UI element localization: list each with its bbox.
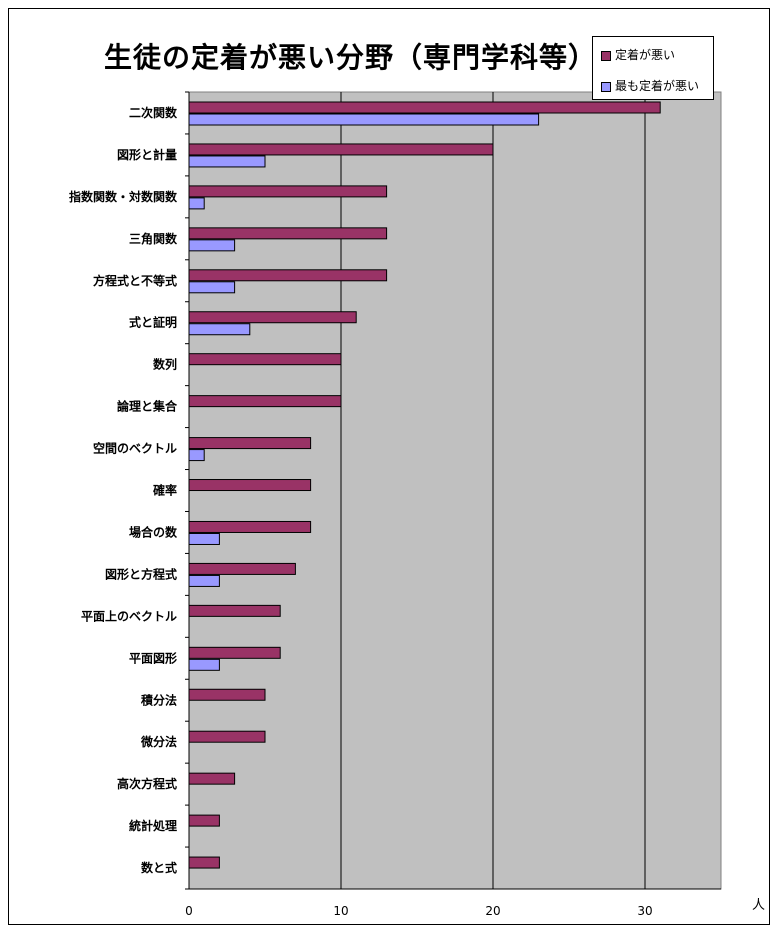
bar-series-1: [188, 814, 220, 827]
bar-series-2: [188, 574, 220, 587]
x-tick-label: 30: [637, 904, 652, 918]
legend-swatch: [601, 81, 611, 92]
y-tick-label: 方程式と不等式: [93, 273, 177, 288]
y-tick-label: 場合の数: [129, 524, 178, 539]
bar-series-2: [188, 113, 540, 126]
y-tick-label: 確率: [153, 483, 177, 498]
bar-series-1: [188, 227, 388, 240]
bar-series-1: [188, 604, 281, 617]
legend-item-series-2: 最も定着が悪い: [601, 77, 699, 94]
bar-series-1: [188, 395, 342, 408]
bar-series-2: [188, 658, 220, 671]
y-tick-label: 図形と方程式: [105, 566, 177, 581]
bar-series-2: [188, 449, 205, 462]
bar-series-1: [188, 143, 494, 156]
bar-series-1: [188, 520, 312, 533]
bar-series-2: [188, 323, 251, 336]
legend: 定着が悪い 最も定着が悪い: [592, 36, 714, 100]
bar-series-1: [188, 101, 661, 114]
legend-label: 定着が悪い: [615, 48, 676, 62]
bar-series-1: [188, 437, 312, 450]
y-tick-label: 三角関数: [129, 231, 178, 246]
y-tick-label: 微分法: [140, 734, 177, 749]
y-tick-label: 数列: [153, 357, 177, 372]
bar-series-1: [188, 353, 342, 366]
bar-series-2: [188, 532, 220, 545]
y-tick-label: 平面上のベクトル: [81, 608, 177, 623]
bar-series-2: [188, 155, 266, 168]
legend-label: 最も定着が悪い: [615, 79, 700, 93]
y-tick-label: 空間のベクトル: [93, 441, 177, 456]
x-tick-label: 0: [185, 904, 193, 918]
bar-series-1: [188, 772, 236, 785]
x-axis-unit-label: 人: [752, 898, 766, 913]
chart-title: 生徒の定着が悪い分野（専門学科等）: [104, 41, 598, 74]
bar-series-1: [188, 479, 312, 492]
bar-series-1: [188, 562, 296, 575]
y-tick-label: 図形と計量: [117, 147, 177, 162]
legend-item-series-1: 定着が悪い: [601, 46, 675, 63]
bar-series-1: [188, 311, 357, 324]
y-tick-label: 統計処理: [129, 818, 177, 833]
y-tick-label: 指数関数・対数関数: [69, 189, 178, 204]
x-tick-label: 20: [485, 904, 500, 918]
bar-series-1: [188, 730, 266, 743]
bar-series-2: [188, 281, 236, 294]
legend-swatch: [601, 50, 611, 61]
y-tick-label: 高次方程式: [117, 776, 177, 791]
y-tick-label: 論理と集合: [117, 399, 178, 414]
bar-series-1: [188, 856, 220, 869]
y-tick-label: 二次関数: [129, 105, 178, 120]
x-tick-label: 10: [333, 904, 348, 918]
y-tick-label: 数と式: [141, 860, 177, 875]
bar-series-1: [188, 185, 388, 198]
y-tick-label: 式と証明: [129, 315, 177, 330]
y-tick-label: 平面図形: [129, 651, 177, 665]
bar-series-1: [188, 646, 281, 659]
bar-series-2: [188, 197, 205, 210]
y-tick-label: 積分法: [140, 692, 177, 707]
bar-series-1: [188, 688, 266, 701]
bar-series-2: [188, 239, 236, 252]
bar-series-1: [188, 269, 388, 282]
